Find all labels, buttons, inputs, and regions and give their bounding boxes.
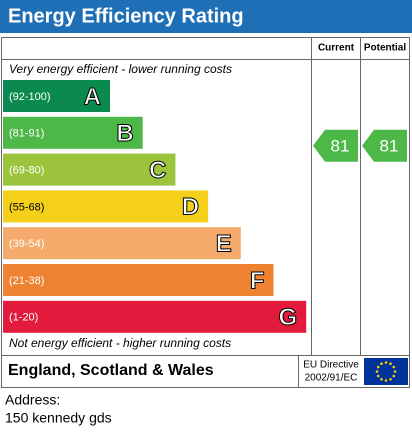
band-letter: E xyxy=(216,231,232,258)
rating-arrow xyxy=(362,129,407,162)
band xyxy=(3,227,241,260)
star xyxy=(392,365,396,369)
star xyxy=(380,377,383,381)
star xyxy=(375,370,379,373)
band xyxy=(3,153,176,186)
band xyxy=(3,300,307,333)
column-header: Potential xyxy=(364,43,406,54)
eu-flag xyxy=(364,358,408,385)
band xyxy=(3,264,274,296)
title-bar xyxy=(0,0,412,33)
star xyxy=(376,374,380,378)
band-letter: A xyxy=(84,83,101,110)
region: England, Scotland & Wales xyxy=(8,362,214,379)
band-range: (81-91) xyxy=(9,128,44,140)
address-label: Address: xyxy=(5,392,60,408)
star xyxy=(384,379,388,382)
band-letter: G xyxy=(279,304,298,331)
star xyxy=(393,370,397,373)
address: 150 kennedy gds xyxy=(5,410,112,426)
star xyxy=(389,377,392,381)
star xyxy=(376,365,380,369)
star xyxy=(392,374,396,378)
frame xyxy=(1,37,410,388)
bottom-note: Not energy efficient - higher running co… xyxy=(9,336,231,350)
top-note: Very energy efficient - lower running co… xyxy=(9,62,232,76)
column-header: Current xyxy=(318,43,355,54)
rating-value: 81 xyxy=(331,136,350,155)
rating-value: 81 xyxy=(380,136,399,155)
title: Energy Efficiency Rating xyxy=(8,5,244,27)
band-range: (92-100) xyxy=(9,91,51,103)
band xyxy=(3,80,110,112)
band-letter: C xyxy=(149,157,166,184)
band xyxy=(3,116,143,149)
band-range: (39-54) xyxy=(9,238,44,250)
band-range: (55-68) xyxy=(9,201,44,213)
star xyxy=(380,362,383,366)
rating-arrow xyxy=(313,129,358,162)
band-letter: B xyxy=(116,120,133,147)
star xyxy=(384,361,388,364)
directive: EU Directive xyxy=(303,360,359,371)
band-range: (69-80) xyxy=(9,165,44,177)
band-range: (1-20) xyxy=(9,312,38,324)
band-letter: D xyxy=(182,194,199,221)
band-range: (21-38) xyxy=(9,275,44,287)
band xyxy=(3,190,209,223)
directive: 2002/91/EC xyxy=(305,373,358,384)
band-letter: F xyxy=(250,267,265,294)
star xyxy=(389,362,392,366)
